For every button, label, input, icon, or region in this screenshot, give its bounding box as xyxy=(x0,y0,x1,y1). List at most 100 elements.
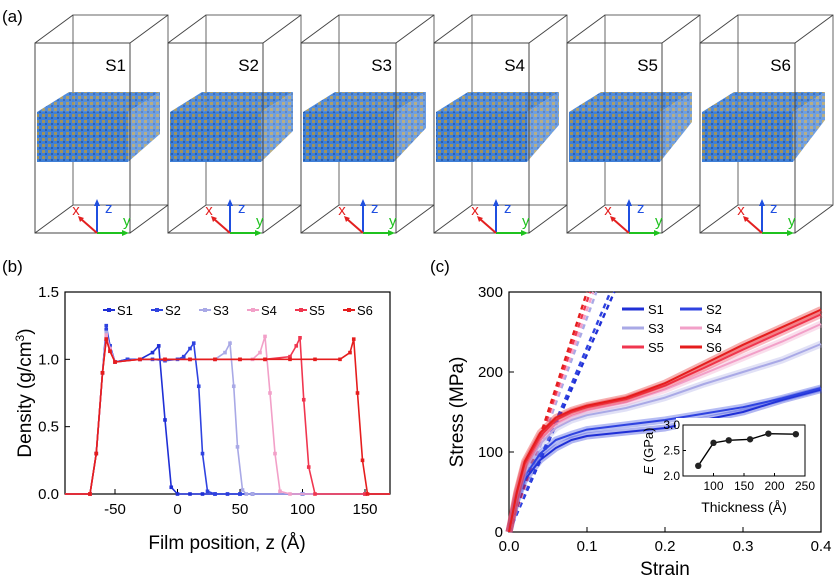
series-point-s3 xyxy=(235,445,240,449)
box-edge xyxy=(794,204,834,234)
series-point-s6 xyxy=(365,492,370,496)
series-point-s2 xyxy=(181,354,186,359)
axis-x-arrow xyxy=(477,216,483,222)
box-edge xyxy=(300,14,340,44)
inset-x-tick-label: 100 xyxy=(703,479,723,493)
box-edge xyxy=(395,204,435,234)
axis-z-arrow xyxy=(493,199,499,206)
series-line-s1 xyxy=(65,329,390,495)
box-edge xyxy=(34,14,74,44)
x-tick-label: 0.2 xyxy=(655,538,676,555)
axis-y-label: y xyxy=(389,213,397,230)
series-line-s2 xyxy=(508,387,822,533)
sim-box-s5: S5 x zy xyxy=(566,14,701,236)
inset-series xyxy=(695,430,800,469)
box-edge xyxy=(167,204,207,234)
series-point-s6 xyxy=(113,360,117,364)
box-edge xyxy=(566,14,606,44)
film-slab-top xyxy=(436,92,559,112)
axis-z-label: z xyxy=(371,200,379,217)
axis-z-arrow xyxy=(759,199,765,206)
series-line-s1 xyxy=(508,388,822,533)
inset-background xyxy=(676,418,808,493)
legend-marker xyxy=(251,308,255,312)
film-slab-top xyxy=(37,92,160,112)
box-edge xyxy=(794,14,834,44)
axis-x-label: x xyxy=(471,202,479,219)
series-point-s6 xyxy=(288,357,292,362)
axis-y-arrow xyxy=(255,230,262,236)
inset-point xyxy=(695,462,702,469)
series-point-s4 xyxy=(104,333,109,337)
inset-point xyxy=(792,430,800,438)
box-edge xyxy=(129,204,169,234)
legend-marker xyxy=(347,308,351,312)
series-point-s3 xyxy=(240,488,245,492)
axis-x-label: x xyxy=(72,202,80,219)
series-point-s4 xyxy=(273,451,277,456)
axis-y-label: y xyxy=(256,213,264,230)
series-point-s5 xyxy=(288,354,292,359)
film-slab-front xyxy=(436,112,527,162)
film-slab-side xyxy=(527,92,559,162)
series-point-s1 xyxy=(175,492,180,496)
series-point-s5 xyxy=(363,492,367,496)
series-point-s1 xyxy=(169,485,174,490)
y-tick-label: 0.5 xyxy=(38,419,59,436)
axis-x-arrow xyxy=(344,216,350,222)
series-group-b xyxy=(65,323,390,496)
axis-x-arrow xyxy=(211,216,217,222)
panel-label-b: (b) xyxy=(2,257,23,276)
box-edge xyxy=(34,204,74,234)
fit-line-s1 xyxy=(507,291,616,533)
series-point-s6 xyxy=(100,371,105,375)
plot-frame-b xyxy=(64,291,391,495)
film-slab-front xyxy=(303,112,394,162)
series-point-s6 xyxy=(188,357,192,362)
modulus-inset: 100 150 200 250 2.0 2.5 3.0 Thickness (Å) E (G… xyxy=(641,418,815,515)
axis-y-arrow xyxy=(787,230,794,236)
inset-point xyxy=(746,436,754,443)
series-point-s6 xyxy=(348,350,352,355)
box-edge xyxy=(167,14,207,44)
series-point-s5 xyxy=(313,492,317,496)
series-point-s6 xyxy=(163,357,167,362)
series-point-s6 xyxy=(351,337,356,341)
box-edge xyxy=(395,14,435,44)
inset-y-tick-label: 3.0 xyxy=(663,418,680,432)
series-point-s6 xyxy=(313,357,317,362)
axis-z-arrow xyxy=(360,199,366,206)
legend-label-s4: S4 xyxy=(261,303,277,318)
legend-label-s3: S3 xyxy=(213,303,229,318)
series-point-s5 xyxy=(298,335,302,340)
series-point-s5 xyxy=(306,465,311,469)
tick-group-b: -50 0 50 100 150 0.0 0.5 1.0 1.5 xyxy=(38,284,377,518)
axis-y-label: y xyxy=(522,213,530,230)
legend-label-s3: S3 xyxy=(648,321,664,336)
x-tick-label: -50 xyxy=(104,501,126,518)
legend-label-s2: S2 xyxy=(706,302,722,317)
axis-z-label: z xyxy=(238,200,246,217)
box-edge xyxy=(699,204,739,234)
box-edge xyxy=(699,14,739,44)
legend-label-s6: S6 xyxy=(357,303,373,318)
film-slab-top xyxy=(303,92,426,112)
series-point-s6 xyxy=(338,357,342,362)
x-tick-label: 50 xyxy=(232,501,249,518)
x-axis-label-b: Film position, z (Å) xyxy=(148,533,305,554)
series-point-s2 xyxy=(200,451,205,456)
series-point-s4 xyxy=(268,391,272,395)
box-edge xyxy=(528,204,568,234)
film-slab-top xyxy=(170,92,293,112)
x-tick-label: 100 xyxy=(290,501,315,518)
x-tick-label: 0.1 xyxy=(577,538,598,555)
film-slab-top xyxy=(569,92,692,112)
series-point-s6 xyxy=(88,492,92,496)
x-axis-label-c: Strain xyxy=(640,559,690,580)
axis-z-label: z xyxy=(637,200,645,217)
y-tick-label: 100 xyxy=(478,444,503,461)
series-point-s3 xyxy=(223,350,227,355)
inset-y-tick-label: 2.5 xyxy=(663,444,680,458)
